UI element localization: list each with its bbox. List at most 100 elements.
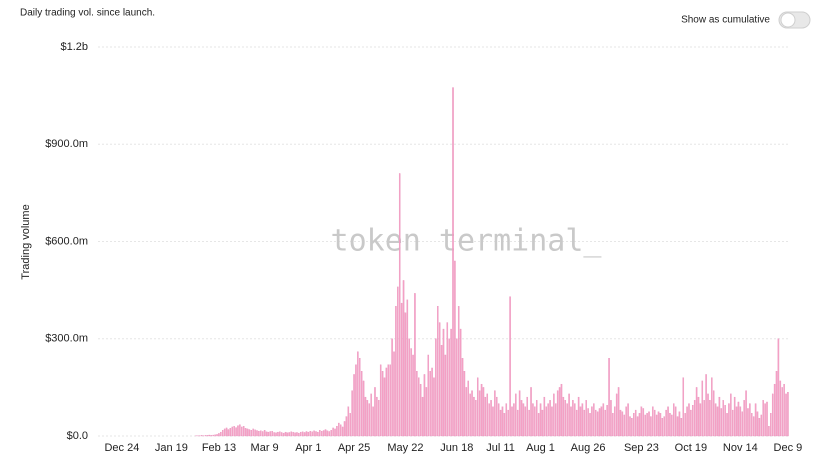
bar: [393, 351, 395, 437]
bar: [773, 383, 776, 437]
bar: [298, 432, 300, 437]
bar: [600, 406, 603, 437]
bar: [697, 396, 700, 437]
bar: [505, 403, 508, 437]
chart-title: Daily trading vol. since launch.: [20, 8, 155, 19]
bar: [570, 406, 572, 437]
bar: [581, 403, 584, 437]
bar: [338, 422, 340, 437]
bar: [244, 428, 247, 437]
bar: [722, 400, 724, 437]
bar: [657, 411, 660, 437]
bar: [349, 413, 351, 437]
bar: [524, 406, 527, 437]
bar: [404, 312, 407, 437]
bar: [771, 393, 774, 437]
bar: [322, 430, 325, 437]
bar: [286, 432, 289, 437]
bar: [442, 328, 445, 437]
bar: [246, 428, 249, 437]
bar: [520, 400, 523, 437]
bar: [400, 302, 403, 437]
bar: [414, 293, 416, 437]
bar: [644, 414, 646, 437]
bar: [610, 400, 612, 437]
bar: [673, 403, 675, 437]
bar: [450, 328, 452, 437]
bar: [387, 364, 390, 437]
bar: [383, 377, 386, 437]
bar: [347, 406, 350, 437]
bar: [452, 87, 454, 437]
bar: [256, 430, 258, 437]
bar: [680, 418, 683, 437]
bar: [711, 377, 713, 437]
bar: [608, 358, 610, 437]
y-tick-label: $600.0m: [45, 235, 88, 247]
x-tick-label: Jul 11: [486, 442, 515, 454]
bar: [425, 387, 428, 437]
bar: [465, 387, 468, 437]
bar: [484, 396, 487, 437]
bar: [288, 432, 291, 437]
bar: [653, 409, 656, 437]
bar: [690, 409, 692, 437]
bar: [553, 393, 555, 437]
bar: [214, 434, 216, 437]
bar: [621, 411, 624, 437]
bar: [568, 393, 570, 437]
bar: [229, 428, 232, 437]
bar: [720, 408, 723, 437]
y-axis-label: Trading volume: [20, 204, 32, 279]
bar: [537, 413, 540, 437]
bar: [513, 403, 515, 437]
bar: [319, 430, 321, 437]
bar: [201, 435, 203, 437]
bar: [242, 426, 245, 437]
bar: [499, 409, 502, 437]
bar: [317, 431, 319, 437]
bar: [615, 393, 618, 437]
bar: [770, 413, 772, 437]
bar: [556, 390, 559, 437]
bar: [421, 396, 424, 437]
bar: [416, 371, 418, 437]
bar: [282, 432, 285, 437]
bar: [739, 406, 742, 437]
bar: [671, 414, 673, 437]
bar: [612, 413, 614, 437]
bar: [241, 426, 243, 437]
bar: [438, 322, 441, 437]
bar: [754, 403, 757, 437]
bar: [636, 416, 639, 437]
bar: [558, 387, 561, 437]
bar: [676, 416, 679, 437]
bar: [572, 400, 574, 437]
bar: [260, 430, 262, 437]
bar: [273, 432, 275, 437]
bar: [431, 367, 433, 437]
bar: [659, 413, 662, 437]
bar: [543, 396, 546, 437]
bar: [397, 286, 399, 437]
bar: [389, 364, 391, 437]
bar: [764, 403, 766, 437]
bar: [579, 406, 582, 437]
y-tick-label: $0.0: [67, 430, 88, 442]
bar: [534, 406, 536, 437]
toggle-knob[interactable]: [780, 12, 796, 28]
bar: [539, 403, 542, 437]
bar: [730, 393, 732, 437]
bar: [437, 306, 439, 437]
toggle-label[interactable]: Show as cumulative: [681, 15, 770, 26]
toggle-switch[interactable]: [778, 11, 811, 29]
bar: [625, 406, 627, 437]
bar: [263, 430, 266, 437]
bar: [227, 429, 230, 437]
bar: [775, 371, 778, 437]
bar: [478, 390, 481, 437]
bar: [280, 432, 283, 437]
bar: [756, 411, 759, 437]
bar: [682, 377, 685, 437]
